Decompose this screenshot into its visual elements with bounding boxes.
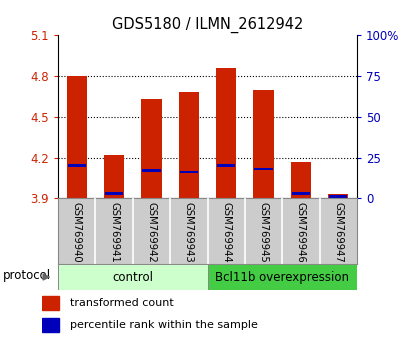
- Bar: [253, 90, 274, 198]
- Bar: [216, 68, 237, 198]
- Text: transformed count: transformed count: [70, 298, 173, 308]
- Bar: [104, 155, 124, 198]
- Text: GSM769941: GSM769941: [109, 201, 119, 262]
- Bar: [105, 192, 123, 195]
- FancyBboxPatch shape: [208, 264, 357, 290]
- Text: GSM769944: GSM769944: [221, 201, 231, 262]
- Bar: [292, 192, 310, 195]
- Bar: [180, 171, 198, 173]
- Title: GDS5180 / ILMN_2612942: GDS5180 / ILMN_2612942: [112, 16, 303, 33]
- Text: GSM769940: GSM769940: [72, 201, 82, 262]
- Bar: [217, 165, 235, 167]
- Text: GSM769943: GSM769943: [184, 201, 194, 262]
- Bar: [141, 99, 162, 198]
- Text: GSM769946: GSM769946: [296, 201, 306, 262]
- Bar: [42, 318, 59, 332]
- Text: protocol: protocol: [3, 269, 51, 282]
- Bar: [42, 296, 59, 310]
- Bar: [68, 165, 86, 167]
- Bar: [254, 168, 273, 170]
- Bar: [328, 194, 349, 198]
- Bar: [142, 169, 161, 172]
- Text: GSM769945: GSM769945: [259, 201, 269, 262]
- Text: GSM769942: GSM769942: [146, 201, 156, 262]
- Text: Bcl11b overexpression: Bcl11b overexpression: [215, 270, 349, 284]
- Text: percentile rank within the sample: percentile rank within the sample: [70, 320, 258, 330]
- Bar: [178, 92, 199, 198]
- Bar: [329, 195, 347, 198]
- FancyBboxPatch shape: [58, 264, 208, 290]
- Bar: [290, 161, 311, 198]
- Bar: [66, 76, 87, 198]
- Text: GSM769947: GSM769947: [333, 201, 343, 262]
- Text: control: control: [112, 270, 153, 284]
